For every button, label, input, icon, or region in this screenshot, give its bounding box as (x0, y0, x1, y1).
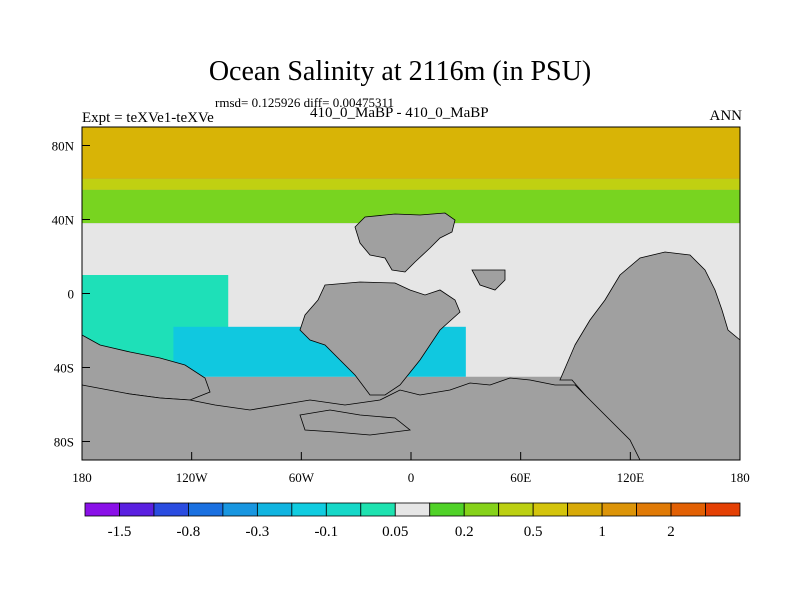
chart-title: Ocean Salinity at 2116m (in PSU) (208, 56, 592, 87)
colorbar-swatch-10 (429, 502, 465, 517)
colorbar-swatch-16 (636, 502, 672, 517)
y-tick-label-4: 80S (54, 435, 74, 450)
land-africa (299, 281, 461, 396)
season-label: ANN (709, 108, 743, 124)
x-tick-label-4: 60E (510, 470, 531, 485)
colorbar-swatch-17 (670, 502, 706, 517)
x-tick-label-0: 180 (72, 470, 92, 485)
experiment-label: Expt = teXVe1-teXVe (82, 110, 214, 126)
x-axis: 180 120W 60W 0 60E 120E 180 (72, 452, 750, 485)
y-axis: 80N 40N 0 40S 80S (52, 139, 90, 450)
y-tick-label-2: 0 (68, 287, 75, 302)
map-plot (82, 127, 740, 460)
land-eurasia (354, 212, 456, 273)
colorbar-swatch-11 (463, 502, 500, 517)
colorbar-label-8: 2 (667, 524, 675, 540)
colorbar-swatch-15 (601, 502, 637, 517)
x-tick-label-2: 60W (289, 470, 315, 485)
y-tick-label-1: 40N (52, 213, 75, 228)
colorbar-label-5: 0.2 (455, 524, 474, 540)
colorbar-swatch-2 (153, 502, 189, 517)
colorbar-swatch-1 (119, 502, 155, 517)
colorbar-label-1: -0.8 (177, 524, 201, 540)
colorbar-swatch-18 (705, 502, 741, 517)
colorbar-label-0: -1.5 (108, 524, 132, 540)
colorbar-label-6: 0.5 (524, 524, 543, 540)
colorbar-label-4: 0.05 (382, 524, 408, 540)
land-bay-outline (299, 409, 411, 436)
colorbar: -1.5 -0.8 -0.3 -0.1 0.05 0.2 0.5 1 2 (84, 502, 741, 540)
land-arabia (471, 269, 506, 291)
x-tick-label-6: 180 (730, 470, 750, 485)
colorbar-swatch-0 (84, 502, 120, 517)
case-comparison-label: 410_0_MaBP - 410_0_MaBP (310, 105, 489, 121)
colorbar-swatch-6 (291, 502, 327, 517)
colorbar-label-3: -0.1 (314, 524, 338, 540)
colorbar-swatch-4 (222, 502, 258, 517)
x-tick-label-1: 120W (176, 470, 209, 485)
colorbar-swatch-8 (360, 502, 396, 517)
field-high-positive-band (82, 127, 740, 179)
colorbar-swatch-13 (532, 502, 569, 517)
x-tick-label-5: 120E (617, 470, 645, 485)
colorbar-swatch-12 (498, 502, 534, 517)
rmsd-diff-stats: rmsd= 0.125926 diff= 0.00475311 (215, 95, 394, 110)
colorbar-swatch-3 (188, 502, 224, 517)
x-tick-label-3: 0 (408, 470, 415, 485)
colorbar-swatch-7 (325, 502, 362, 517)
colorbar-swatch-9 (394, 502, 431, 517)
y-tick-label-0: 80N (52, 139, 75, 154)
field-upper-positive-band (82, 178, 740, 190)
colorbar-label-7: 1 (598, 524, 606, 540)
colorbar-label-2: -0.3 (245, 524, 269, 540)
land-mask (82, 212, 740, 460)
colorbar-swatch-5 (256, 502, 293, 517)
y-tick-label-3: 40S (54, 361, 74, 376)
colorbar-swatch-14 (567, 502, 603, 517)
